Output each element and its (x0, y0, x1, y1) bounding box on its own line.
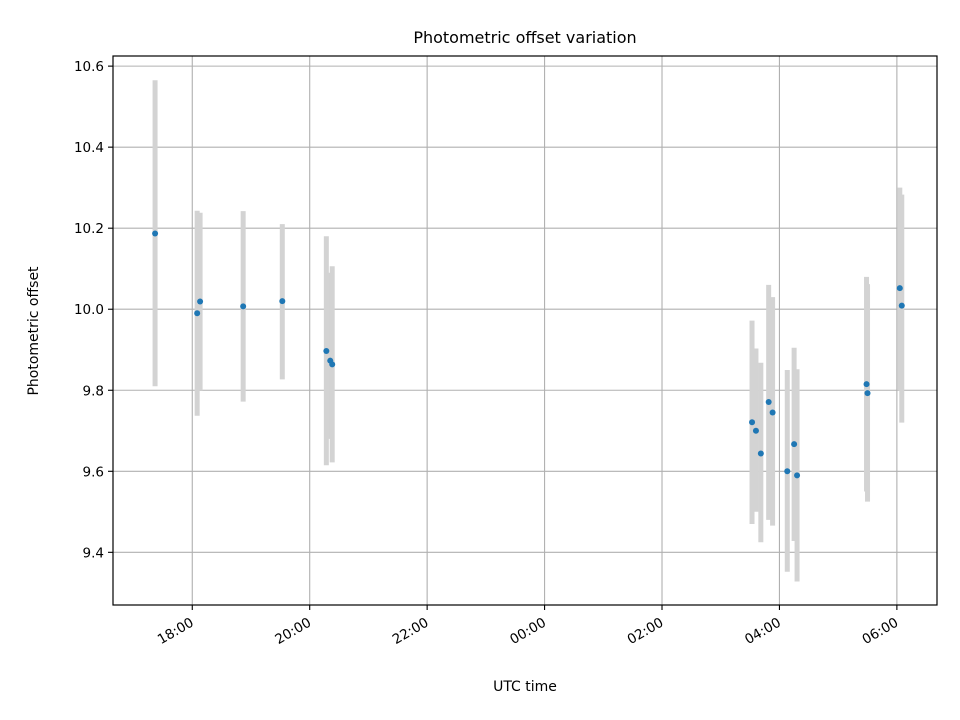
data-point (898, 302, 905, 309)
x-tick-label: 00:00 (507, 615, 549, 648)
data-point (749, 419, 756, 426)
x-axis-ticks: 18:00 20:00 22:00 00:00 02:00 04:00 06:00 (155, 605, 901, 648)
chart-title: Photometric offset variation (413, 28, 636, 47)
x-tick-label: 06:00 (860, 615, 902, 648)
data-point (152, 230, 159, 237)
y-tick-label: 9.8 (83, 383, 104, 399)
y-tick-label: 10.2 (74, 221, 104, 237)
y-tick-label: 10.0 (74, 302, 104, 318)
data-point (791, 441, 798, 448)
data-point (194, 310, 201, 317)
data-point (323, 347, 330, 354)
y-axis-ticks: 9.4 9.6 9.8 10.0 10.2 10.4 10.6 (74, 59, 113, 561)
grid-layer (113, 56, 937, 605)
y-tick-label: 9.4 (83, 545, 104, 561)
data-point (769, 409, 776, 416)
x-tick-label: 04:00 (742, 615, 784, 648)
x-tick-label: 20:00 (272, 615, 314, 648)
y-axis-label: Photometric offset (26, 266, 42, 396)
x-tick-label: 22:00 (390, 615, 432, 648)
data-point (794, 472, 801, 479)
plot-frame (112, 55, 938, 606)
y-tick-label: 9.6 (83, 464, 104, 480)
data-point (896, 285, 903, 292)
data-point (752, 427, 759, 434)
data-point (863, 381, 870, 388)
data-point (329, 361, 336, 368)
data-point (279, 298, 286, 305)
data-point (765, 399, 772, 406)
x-tick-label: 18:00 (155, 615, 197, 648)
data-point (197, 298, 204, 305)
y-tick-label: 10.6 (74, 59, 104, 75)
y-tick-label: 10.4 (74, 140, 104, 156)
x-axis-label: UTC time (493, 679, 557, 695)
data-point (757, 450, 764, 457)
x-tick-label: 02:00 (625, 615, 667, 648)
data-point (240, 303, 247, 310)
point-layer (152, 230, 905, 479)
data-point (864, 390, 871, 397)
data-point (784, 468, 791, 475)
errorbar-layer (152, 80, 905, 582)
